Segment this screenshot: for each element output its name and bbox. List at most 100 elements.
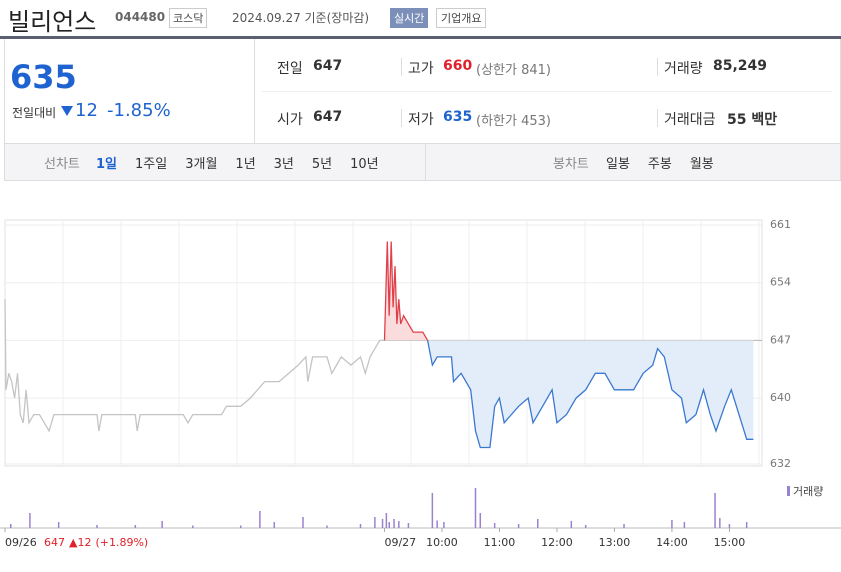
stat-sub: (상한가 841) <box>476 63 551 78</box>
stat-sub: (하한가 453) <box>476 114 551 129</box>
tab[interactable]: 1주일 <box>135 157 168 172</box>
volume-bar <box>443 522 445 528</box>
stat-value: 85,249 <box>713 58 768 74</box>
stat-value: 660 <box>443 58 473 74</box>
prev-day-annotation: 647 ▲12 (+1.89%) <box>44 536 148 549</box>
volume-bar <box>493 523 496 528</box>
volume-bar <box>239 525 242 528</box>
stat-value: 55 백만 <box>727 112 778 128</box>
tab[interactable]: 1일 <box>96 157 118 172</box>
stock-code: 044480 <box>115 10 166 24</box>
company-button[interactable]: 기업개요 <box>436 8 487 28</box>
stat-value: 647 <box>313 109 343 125</box>
change: 12 <box>75 100 98 121</box>
volume-bar <box>388 522 390 528</box>
volume-bar <box>683 522 686 528</box>
stock-name: 빌리언스 <box>8 8 97 36</box>
row-divider <box>262 91 832 92</box>
volume-bar <box>161 521 163 528</box>
col-divider <box>657 58 658 76</box>
volume-bar <box>302 517 304 528</box>
volume-bar <box>436 520 438 528</box>
volume-bar <box>57 522 60 528</box>
volume-bar <box>393 519 395 528</box>
legend-swatch <box>787 486 790 496</box>
volume-bar <box>326 525 328 528</box>
stat-label: 거래대금 <box>664 112 716 128</box>
y-tick-label: 654 <box>770 276 791 289</box>
x-tick-label: 11:00 <box>484 536 516 549</box>
tab[interactable]: 월봉 <box>689 157 714 172</box>
x-tick-label: 12:00 <box>541 536 573 549</box>
market-badge: 코스닥 <box>169 8 208 28</box>
volume-bar <box>517 524 520 528</box>
volume-bar <box>134 525 137 528</box>
x-tick-label: 14:00 <box>656 536 688 549</box>
volume-bar <box>259 511 261 528</box>
volume-bar <box>745 522 748 528</box>
volume-bar <box>381 519 384 528</box>
stat-label: 전일 <box>277 61 303 77</box>
tab[interactable]: 일봉 <box>606 157 630 172</box>
volume-bar <box>385 513 388 528</box>
stat-label: 고가 <box>408 61 434 77</box>
annotation-part: 647 <box>44 536 65 549</box>
volume-bar <box>96 525 98 528</box>
col-divider <box>401 109 402 127</box>
volume-bar <box>192 525 194 528</box>
live-button[interactable]: 실시간 <box>390 8 429 28</box>
volume-bar <box>714 493 716 528</box>
price: 635 <box>10 58 77 96</box>
tab[interactable]: 5년 <box>311 157 333 172</box>
stat-label: 시가 <box>277 112 303 128</box>
y-tick-label: 632 <box>770 457 791 470</box>
x-tick-label: 10:00 <box>426 536 458 549</box>
change-label: 전일대비 <box>12 106 57 120</box>
tab-group-label: 봉차트 <box>553 157 589 172</box>
volume-bar <box>623 524 625 528</box>
tab[interactable]: 1년 <box>235 157 256 172</box>
volume-bar <box>537 519 539 528</box>
tab[interactable]: 3개월 <box>185 157 218 172</box>
volume-bar <box>407 523 410 528</box>
area-down <box>384 340 754 448</box>
line-down <box>383 340 754 449</box>
col-divider <box>657 109 658 127</box>
line-up <box>383 241 429 341</box>
volume-bar <box>719 518 721 528</box>
volume-bar <box>584 525 587 528</box>
volume-bar <box>570 521 573 528</box>
tab-bar <box>4 143 841 181</box>
tab[interactable]: 10년 <box>350 157 379 172</box>
y-tick-label: 647 <box>770 333 791 346</box>
y-tick-label: 640 <box>770 391 791 404</box>
stat-label: 저가 <box>408 112 434 128</box>
volume-bar <box>9 524 12 528</box>
price-box <box>4 39 255 143</box>
volume-bar <box>728 524 731 528</box>
volume-bar <box>431 493 434 528</box>
volume-bar <box>671 520 673 528</box>
stat-value: 635 <box>443 109 473 125</box>
tab[interactable]: 주봉 <box>647 157 672 172</box>
change-pct: -1.85% <box>107 100 171 121</box>
col-divider <box>401 58 402 76</box>
annotation-part: 12 <box>77 536 91 549</box>
down-arrow <box>61 106 73 116</box>
volume-bar <box>479 513 482 528</box>
prev-day-line <box>4 299 385 433</box>
volume-bar <box>374 517 376 528</box>
date: 2024.09.27 기준(장마감) <box>232 11 370 25</box>
legend-label: 거래량 <box>793 485 823 498</box>
x-tick-label: 13:00 <box>599 536 631 549</box>
annotation-part: (+1.89%) <box>95 536 148 549</box>
up-arrow: ▲ <box>69 536 78 549</box>
volume-bar <box>398 521 400 528</box>
tab[interactable]: 3년 <box>273 157 294 172</box>
chart: 661 654 647 640 632 09/26 09/27 10:00 11:00 12:00… <box>0 218 841 549</box>
volume-bar <box>359 524 362 528</box>
y-tick-label: 661 <box>770 218 791 231</box>
header-bar <box>0 0 841 39</box>
x-tick-label: 15:00 <box>714 536 746 549</box>
